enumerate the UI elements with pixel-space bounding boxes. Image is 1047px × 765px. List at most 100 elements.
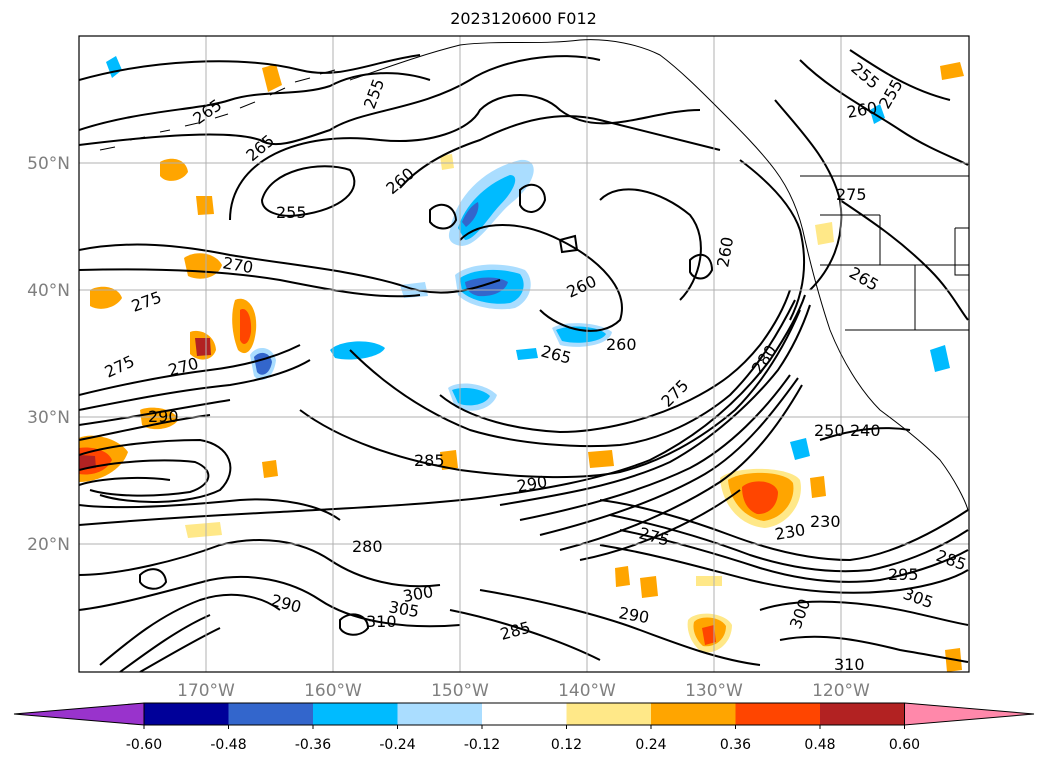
aleutian-islands [99,69,336,151]
lat-label: 50°N [27,154,70,174]
positive-anomaly-region [262,64,282,92]
lat-label: 30°N [27,408,70,428]
contour-label: 250 [814,421,845,440]
colorbar-tick-label: 0.36 [720,737,751,753]
colorbar-tick-label: -0.36 [295,737,331,753]
positive-anomaly-region [588,450,614,468]
contour-label: 290 [148,407,179,426]
map-frame [78,35,970,673]
state-borders [820,214,969,331]
contour-line [349,299,796,448]
colorbar-tick-label: 0.24 [635,737,666,753]
colorbar: -0.60 -0.48 -0.36 -0.24 -0.12 0.12 0.24 … [13,702,1035,753]
negative-anomaly-region [516,348,538,360]
shaded-fields [79,56,964,672]
colorbar-segment [735,703,820,725]
contour-line [689,253,714,280]
negative-anomaly-region [930,345,950,372]
positive-anomaly-region [940,62,964,80]
positive-anomaly-region [184,253,222,279]
contour-line [139,627,221,672]
colorbar-tick-label: 0.48 [804,737,835,753]
contour-line [499,304,811,506]
contour-line [609,514,969,573]
lon-label: 140°W [558,681,616,701]
contour-line [79,54,421,81]
contour-line [774,99,843,291]
contour-label: 255 [276,203,307,222]
contour-label: 260 [382,164,418,198]
colorbar-segment [313,703,398,725]
positive-anomaly-region [160,158,188,181]
positive-anomaly-region [440,154,454,170]
contour-label: 300 [786,596,814,631]
contour-label: 265 [242,131,278,165]
contour-line [599,544,969,594]
contour-line [79,539,441,588]
contour-line [79,399,231,426]
contour-label: 260 [606,335,637,354]
contour-label: 260 [713,235,737,268]
contour-line [619,529,969,583]
colorbar-tick-label: -0.24 [379,737,415,753]
contour-line [429,203,458,230]
contour-line [399,115,721,189]
contour-line [139,568,168,590]
contour-line [79,459,210,497]
contour-label: 305 [901,584,936,612]
contour-line [739,159,806,321]
contour-label: 280 [352,537,383,556]
contour-line [819,427,911,441]
contour-line [79,294,806,526]
contour-line [479,589,761,666]
contour-label: 285 [498,618,532,644]
positive-anomaly-region [185,522,222,538]
negative-anomaly-region [330,341,385,360]
negative-anomaly-region [790,438,810,460]
contour-label: 275 [836,185,867,204]
contour-line [79,243,501,294]
contour-label: 260 [564,271,600,301]
contour-line [759,600,969,626]
contour-line [79,344,301,396]
contour-line [79,575,461,628]
contour-label: 290 [515,472,548,496]
contour-line [260,165,356,217]
negative-anomaly-region [452,388,490,406]
alaska-coastline [349,39,806,241]
contour-label: 240 [850,421,881,440]
colorbar-segment [228,703,313,725]
graticule [79,36,969,672]
colorbar-min-extend [13,702,145,726]
contour-label: 295 [888,565,919,584]
contour-label: 275 [102,351,138,381]
positive-anomaly-region [742,481,778,515]
colorbar-tick-label: -0.12 [464,737,500,753]
contour-line [79,72,431,131]
contour-line [559,384,803,551]
positive-anomaly-region [640,576,658,598]
contour-label: 285 [934,546,969,574]
contour-line [99,593,281,666]
contour-line [459,224,623,332]
contour-label: 275 [129,287,164,315]
positive-anomaly-region [262,460,278,478]
contour-label: 310 [366,612,397,631]
contour-line [229,94,701,221]
contour-line [519,374,791,521]
positive-anomaly-region [815,222,834,245]
contour-label: 275 [657,376,692,411]
contour-label: 310 [834,655,865,674]
colorbar-segment [566,703,651,725]
contour-line [599,499,969,562]
contour-line [79,498,341,521]
positive-anomaly-region [810,476,826,498]
positive-anomaly-region [240,309,252,344]
contour-line [579,489,741,561]
colorbar-segment [820,703,905,725]
contour-line [558,234,579,254]
contour-line [519,183,547,213]
positive-anomaly-region [615,566,630,587]
lon-label: 120°W [812,681,870,701]
contour-line [339,613,370,636]
